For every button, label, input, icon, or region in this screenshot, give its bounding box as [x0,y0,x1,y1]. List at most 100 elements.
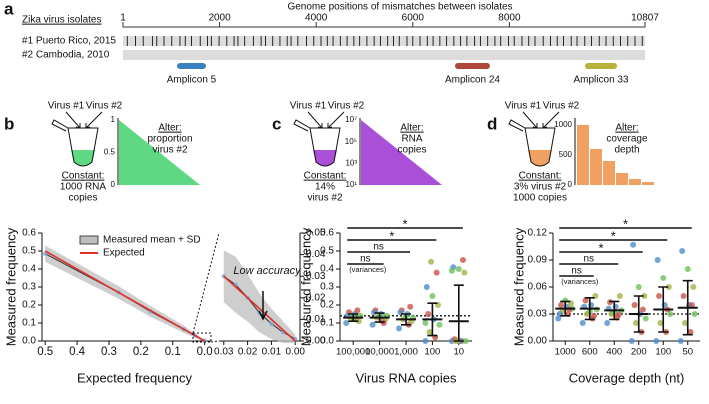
y-tick-label: 0.01 [306,314,326,325]
tube-liquid [71,150,95,166]
sd-band [223,250,296,344]
annotation: Low accuracy [233,265,302,277]
x-axis-label: Coverage depth (nt) [569,370,685,385]
alter-text: copies [398,145,427,156]
triangle [119,120,200,185]
y-tick-label: 0.03 [528,309,548,320]
zoom-box [192,332,212,343]
constant-text: 14% [315,182,335,193]
comparison-label: * [402,216,407,231]
data-point [428,258,434,265]
data-point [653,338,660,344]
x-tick-label: 0.4 [69,346,86,358]
x-tick-label: 0.0 [197,346,213,358]
y-tick-label: 0.2 [320,300,334,311]
data-point [642,315,649,322]
x-tick-label: 0.00 [286,347,306,358]
annotation-arrow [258,291,268,321]
data-point [590,312,597,319]
y-tick-label: 0.05 [306,228,326,239]
data-point [680,293,687,299]
isolates-heading: Zika virus isolates [22,15,101,26]
comparison-label: ns [571,266,582,277]
virus-label: Virus #1 [505,101,542,112]
alter-text: virus #2 [152,145,187,156]
x-tick-label: 50 [682,347,693,358]
constant-text: 1000 RNA [60,182,106,193]
alter-text: RNA [401,134,422,145]
data-point [641,293,648,299]
data-point [460,257,466,263]
tube-liquid [528,150,552,166]
data-point [579,320,586,326]
x-tick-label: 10 [454,347,465,358]
amplicon-label: Amplicon 24 [445,75,500,86]
schematic-tick: 10¹ [345,180,357,189]
y-tick-label: 0.6 [22,228,36,239]
ruler-label: 10807 [631,13,659,24]
alter-text: coverage [606,134,648,145]
constant-label: Constant: [62,171,105,182]
x-tick-label: 0.2 [133,346,149,358]
x-tick-label: 0.02 [238,347,258,358]
error-bar [453,284,464,342]
comparison-note: (variances) [561,277,599,286]
data-point [462,338,469,344]
data-point [448,267,455,274]
data-point [679,248,686,254]
data-point [555,315,562,322]
y-axis-label: Measured frequency [3,227,18,346]
data-point [429,293,436,299]
schematic-tick: 1 [111,115,116,124]
tube [524,127,556,167]
data-point [630,241,637,248]
data-point [433,269,440,276]
y-tick-label: 0.1 [22,318,36,329]
data-point [422,320,429,326]
isolate-label: #2 Cambodia, 2010 [22,50,110,61]
histogram-bar [616,173,628,185]
data-point [657,320,664,326]
data-point [690,284,697,290]
data-point [677,338,684,344]
y-tick-label: 0.4 [22,264,36,275]
panel-letter: b [4,114,14,133]
data-point [628,338,635,344]
comparison-label: ns [583,254,594,265]
x-tick-label: 100 [424,347,440,358]
schematic-tick: 10³ [345,158,357,167]
x-tick-label: 1,000 [394,347,418,358]
tube-liquid [313,150,337,166]
schematic-tick: 0 [111,180,116,189]
amplicon-label: Amplicon 5 [167,75,217,86]
data-point [582,297,589,304]
legend-swatch [79,235,99,245]
data-point [667,311,674,317]
series-line [44,250,206,342]
tube [309,127,341,167]
data-point [681,320,688,326]
x-tick-label: 1000 [555,347,576,358]
schematic-tick: 0.5 [104,148,116,157]
x-tick-label: 0.03 [214,347,234,358]
ruler-label: 8000 [498,13,521,24]
y-tick-label: 0.09 [528,255,548,266]
panel-letter: d [487,114,497,133]
virus-label: Virus #2 [328,101,365,112]
data-point [687,329,694,335]
comparison-label: * [623,216,628,231]
panel-letter: c [272,114,281,133]
data-point [632,320,639,326]
data-point [688,302,695,308]
ruler-label: 1 [120,13,126,24]
amplicon [455,63,490,69]
x-axis-label: Virus RNA copies [356,370,457,385]
y-tick-label: 0.2 [22,300,36,311]
mean-point [269,321,274,326]
isolate-bar [123,50,645,60]
y-tick-label: 0.4 [320,264,334,275]
data-point [656,293,663,299]
schematic-tick: 10⁷ [345,115,357,124]
genome-title: Genome positions of mismatches between i… [287,2,512,13]
